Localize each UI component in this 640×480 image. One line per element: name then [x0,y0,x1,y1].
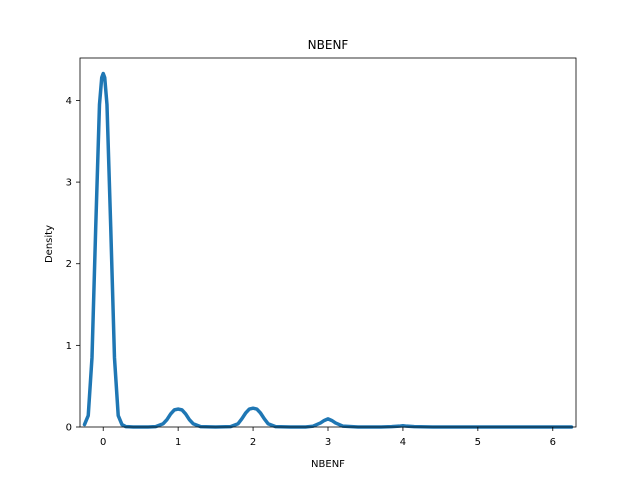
x-tick-label: 6 [550,437,556,448]
x-axis-ticks: 0 1 2 3 4 5 6 [100,427,556,448]
chart-title: NBENF [308,38,349,52]
x-axis-label: NBENF [311,459,345,470]
x-tick-label: 5 [475,437,481,448]
x-tick-label: 4 [400,437,406,448]
x-tick-label: 1 [175,437,181,448]
y-axis-label: Density [44,225,55,263]
x-tick-label: 0 [100,437,106,448]
x-tick-label: 3 [325,437,331,448]
y-tick-label: 2 [66,259,72,270]
x-tick-label: 2 [250,437,256,448]
y-tick-label: 3 [66,178,72,189]
y-tick-label: 0 [66,423,72,434]
y-tick-label: 1 [66,341,72,352]
y-tick-label: 4 [66,96,72,107]
y-axis-ticks: 0 1 2 3 4 [66,96,80,434]
